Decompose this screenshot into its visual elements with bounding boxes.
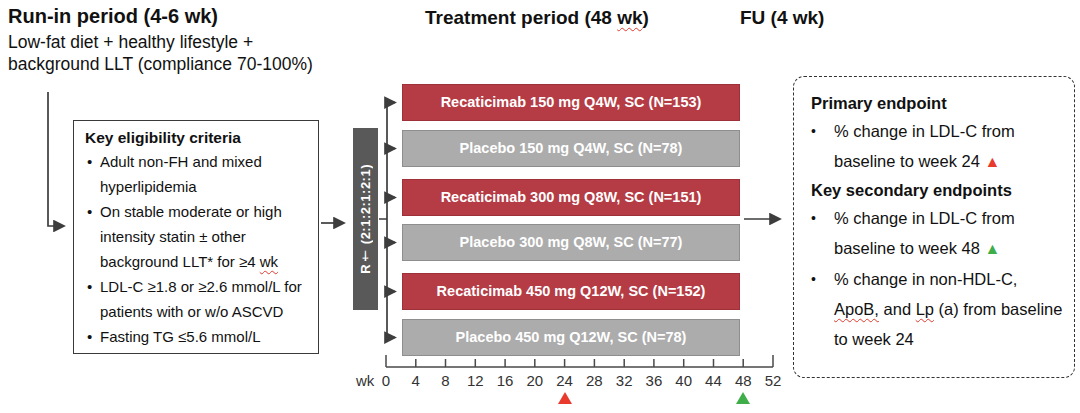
eligibility-item: Adult non-FH and mixed hyperlipidemia bbox=[85, 149, 312, 199]
arm-bar-placebo-450: Placebo 450 mg Q12W, SC (N=78) bbox=[402, 319, 740, 356]
axis-tick-label: 52 bbox=[758, 372, 788, 389]
randomization-ratio-label: R† (2:1:2:1:2:1) bbox=[358, 164, 373, 274]
axis-tick-label: 24 bbox=[550, 372, 580, 389]
primary-endpoint-title: Primary endpoint bbox=[811, 90, 1064, 116]
arm-bar-placebo-300: Placebo 300 mg Q8W, SC (N=77) bbox=[402, 224, 740, 261]
secondary-endpoint-week-marker bbox=[736, 392, 750, 404]
primary-endpoint-week-marker bbox=[558, 392, 572, 404]
run-in-section: Run-in period (4-6 wk) Low-fat diet + he… bbox=[8, 5, 352, 75]
endpoint-text: % change in non-HDL-C, ApoB, and Lp (a) … bbox=[834, 264, 1064, 354]
bullet-icon: • bbox=[811, 264, 834, 354]
eligibility-item: Fasting TG ≤5.6 mmol/L bbox=[85, 324, 312, 349]
arm-bar-placebo-150: Placebo 150 mg Q4W, SC (N=78) bbox=[402, 130, 740, 167]
axis-tick-label: 48 bbox=[728, 372, 758, 389]
eligibility-box: Key eligibility criteria Adult non-FH an… bbox=[73, 120, 319, 354]
axis-tick-label: 44 bbox=[698, 372, 728, 389]
randomization-box: R† (2:1:2:1:2:1) bbox=[353, 128, 378, 310]
randomization-branch-trunk bbox=[379, 103, 387, 338]
axis-tick-label: 0 bbox=[371, 372, 401, 389]
bullet-icon: • bbox=[811, 203, 834, 264]
axis-tick-label: 16 bbox=[490, 372, 520, 389]
axis-tick-label: 4 bbox=[401, 372, 431, 389]
eligibility-item: LDL-C ≥1.8 or ≥2.6 mmol/L for patients w… bbox=[85, 274, 312, 324]
run-in-title: Run-in period (4-6 wk) bbox=[8, 5, 352, 28]
run-in-elbow-arrow bbox=[48, 92, 64, 226]
endpoints-box: Primary endpoint • % change in LDL-C fro… bbox=[793, 76, 1075, 378]
follow-up-title: FU (4 wk) bbox=[740, 7, 824, 29]
arm-bar-recaticimab-450: Recaticimab 450 mg Q12W, SC (N=152) bbox=[402, 273, 740, 310]
axis-tick-label: 12 bbox=[460, 372, 490, 389]
arm-bar-recaticimab-150: Recaticimab 150 mg Q4W, SC (N=153) bbox=[402, 84, 740, 121]
secondary-endpoints-title: Key secondary endpoints bbox=[811, 177, 1064, 203]
axis-tick-labels: 0481216202428323640444852 bbox=[371, 372, 791, 392]
endpoint-text: % change in LDL-C from baseline to week … bbox=[834, 116, 1064, 177]
run-in-subtitle: Low-fat diet + healthy lifestyle + backg… bbox=[8, 31, 338, 75]
treatment-period-title: Treatment period (48 wk) bbox=[425, 7, 649, 29]
axis-tick-label: 32 bbox=[609, 372, 639, 389]
eligibility-item: On stable moderate or high intensity sta… bbox=[85, 199, 312, 274]
axis-tick-label: 28 bbox=[579, 372, 609, 389]
axis-tick-label: 8 bbox=[431, 372, 461, 389]
week-axis bbox=[386, 355, 773, 367]
eligibility-list: Adult non-FH and mixed hyperlipidemia On… bbox=[85, 149, 312, 349]
endpoint-item: • % change in non-HDL-C, ApoB, and Lp (a… bbox=[811, 264, 1064, 354]
arm-bar-recaticimab-300: Recaticimab 300 mg Q8W, SC (N=151) bbox=[402, 179, 740, 216]
axis-tick-label: 36 bbox=[639, 372, 669, 389]
endpoint-item: • % change in LDL-C from baseline to wee… bbox=[811, 203, 1064, 264]
axis-tick-label: 40 bbox=[669, 372, 699, 389]
bullet-icon: • bbox=[811, 116, 834, 177]
axis-tick-label: 20 bbox=[520, 372, 550, 389]
study-design-diagram: Run-in period (4-6 wk) Low-fat diet + he… bbox=[0, 0, 1080, 413]
endpoint-item: • % change in LDL-C from baseline to wee… bbox=[811, 116, 1064, 177]
eligibility-title: Key eligibility criteria bbox=[85, 127, 312, 149]
endpoint-text: % change in LDL-C from baseline to week … bbox=[834, 203, 1064, 264]
